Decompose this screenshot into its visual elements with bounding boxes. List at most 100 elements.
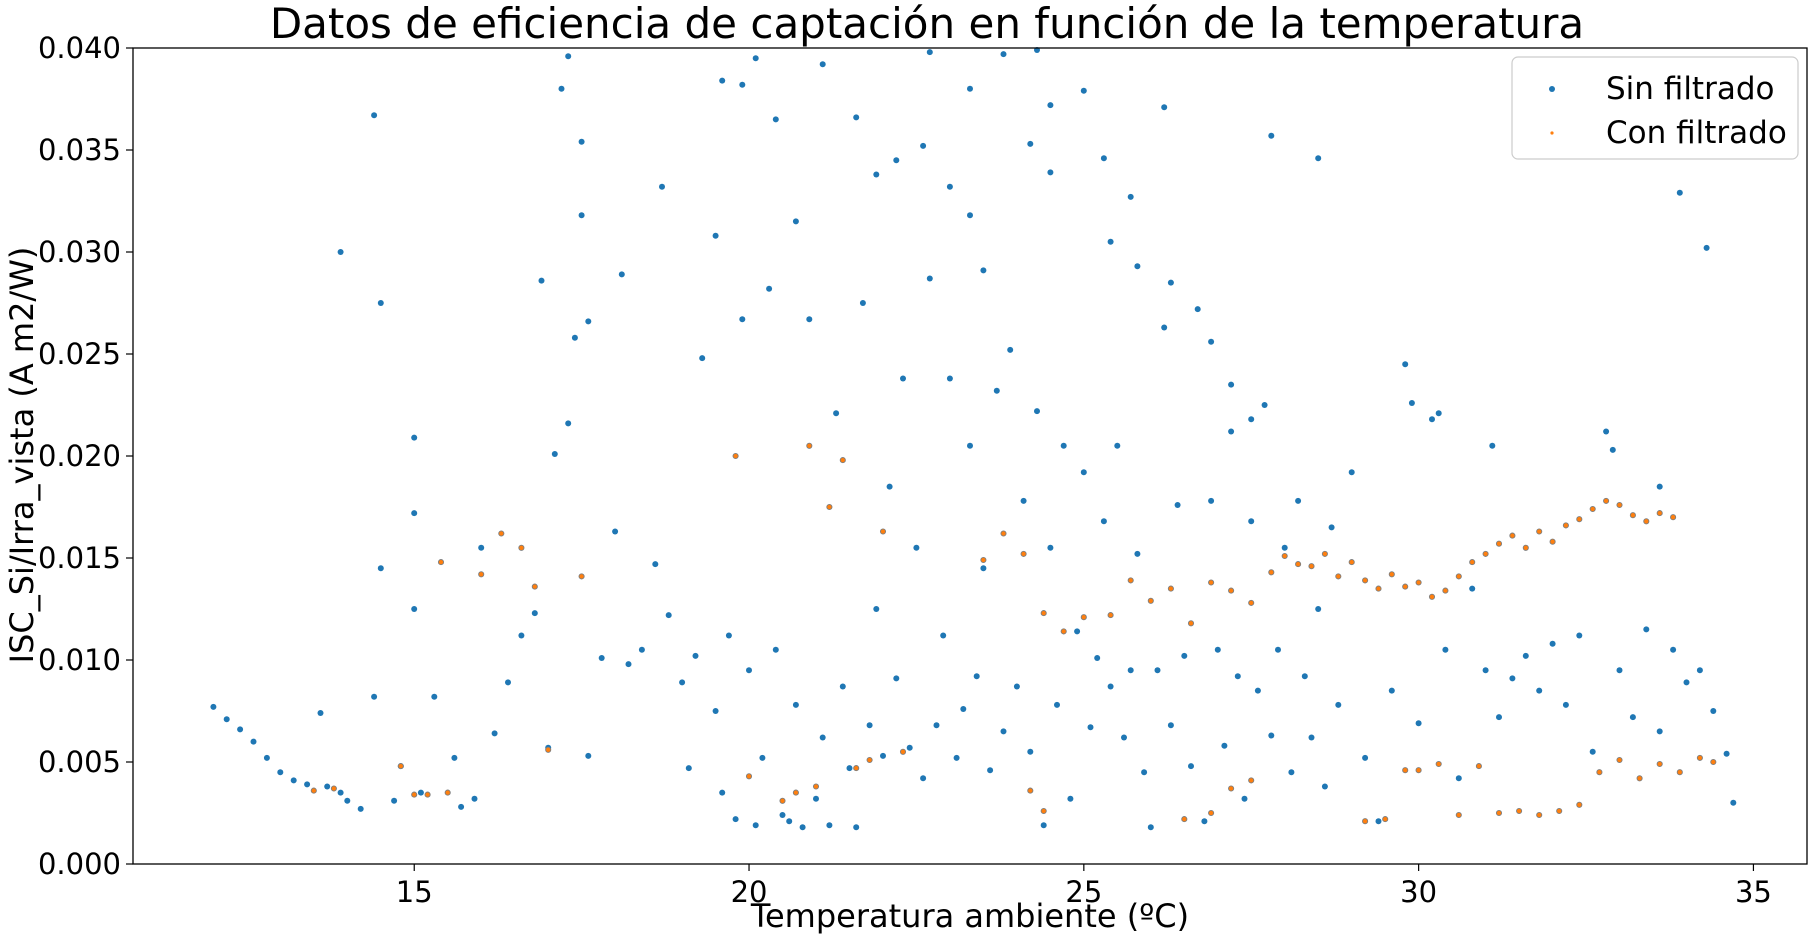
data-point — [1362, 577, 1369, 584]
data-point — [1496, 714, 1502, 721]
data-point — [826, 503, 833, 511]
data-point — [1670, 514, 1677, 521]
data-point — [792, 218, 799, 225]
x-tick-label: 35 — [1735, 875, 1772, 909]
data-point — [1495, 809, 1503, 817]
data-point — [1556, 807, 1563, 815]
data-point — [1495, 540, 1503, 547]
legend[interactable]: Sin filtrado Con filtrado — [1511, 56, 1799, 160]
x-axis-ticks: 15 20 25 30 35 — [396, 864, 1772, 909]
data-point — [725, 632, 732, 639]
data-point — [967, 212, 973, 219]
data-point — [900, 375, 906, 382]
data-point — [746, 667, 752, 674]
data-point — [1134, 263, 1141, 270]
data-point — [1308, 734, 1315, 741]
data-point — [1074, 628, 1081, 635]
data-point — [1455, 573, 1462, 580]
data-point — [1161, 104, 1168, 111]
data-point — [946, 183, 953, 190]
data-point — [1181, 816, 1188, 823]
data-point — [1268, 732, 1275, 739]
data-point — [1636, 775, 1643, 782]
data-point — [565, 53, 572, 60]
data-point — [1455, 811, 1462, 819]
data-point — [880, 752, 886, 759]
data-point — [317, 710, 324, 716]
data-point — [1281, 544, 1288, 551]
data-point — [437, 559, 445, 566]
data-point — [1080, 614, 1087, 621]
data-point — [792, 701, 799, 708]
data-point — [1382, 816, 1389, 823]
data-point — [531, 610, 538, 617]
data-point — [1469, 559, 1476, 566]
data-point — [873, 171, 880, 178]
data-point — [565, 420, 572, 427]
data-point — [1710, 758, 1717, 766]
data-point — [1408, 400, 1415, 406]
data-point — [853, 824, 860, 831]
data-point — [772, 116, 779, 123]
data-point — [1000, 51, 1007, 58]
data-point — [1402, 361, 1409, 368]
data-point — [980, 267, 987, 274]
data-point — [1522, 544, 1529, 551]
data-point — [1208, 338, 1215, 345]
data-point — [1060, 628, 1067, 635]
data-point — [906, 744, 913, 751]
data-point — [1000, 530, 1007, 537]
data-point — [478, 571, 485, 578]
data-point — [1187, 620, 1195, 627]
data-point — [1315, 606, 1322, 612]
data-point — [1328, 524, 1335, 531]
y-tick-label: 0.030 — [38, 235, 121, 269]
data-point — [839, 457, 846, 464]
data-point — [1442, 646, 1449, 653]
data-point — [1221, 742, 1228, 749]
data-point — [1154, 667, 1161, 674]
data-point — [1455, 775, 1462, 782]
data-point — [1536, 811, 1543, 819]
points-layer — [210, 47, 1737, 831]
data-point — [940, 632, 947, 639]
data-point — [344, 797, 351, 804]
data-point — [431, 693, 438, 700]
data-point — [1348, 559, 1355, 566]
data-point — [598, 655, 605, 661]
data-point — [893, 157, 900, 164]
data-point — [411, 606, 418, 612]
data-point — [1308, 563, 1315, 570]
data-point — [290, 777, 297, 784]
data-point — [1549, 538, 1556, 545]
data-point — [1080, 87, 1087, 94]
data-point — [1201, 818, 1208, 825]
data-point — [1509, 675, 1516, 682]
data-point — [1522, 652, 1529, 659]
data-point — [1134, 550, 1141, 557]
data-point — [739, 316, 746, 323]
data-point — [960, 706, 967, 712]
data-point — [1562, 522, 1569, 529]
data-point — [933, 722, 940, 729]
data-point — [1723, 750, 1730, 757]
data-point — [545, 746, 552, 753]
data-point — [967, 442, 973, 449]
data-point — [585, 752, 592, 759]
data-point — [866, 722, 873, 729]
data-point — [879, 528, 887, 535]
data-point — [1147, 597, 1154, 604]
data-point — [411, 434, 418, 441]
data-point — [491, 730, 498, 737]
data-point — [1629, 512, 1636, 519]
data-point — [1509, 532, 1516, 539]
data-point — [417, 789, 424, 796]
data-point — [1301, 673, 1308, 680]
data-point — [732, 816, 739, 823]
data-point — [1167, 279, 1174, 286]
data-point — [1696, 754, 1703, 761]
data-point — [330, 785, 337, 792]
data-point — [1335, 701, 1342, 708]
data-point — [866, 756, 873, 764]
data-point — [377, 565, 384, 572]
